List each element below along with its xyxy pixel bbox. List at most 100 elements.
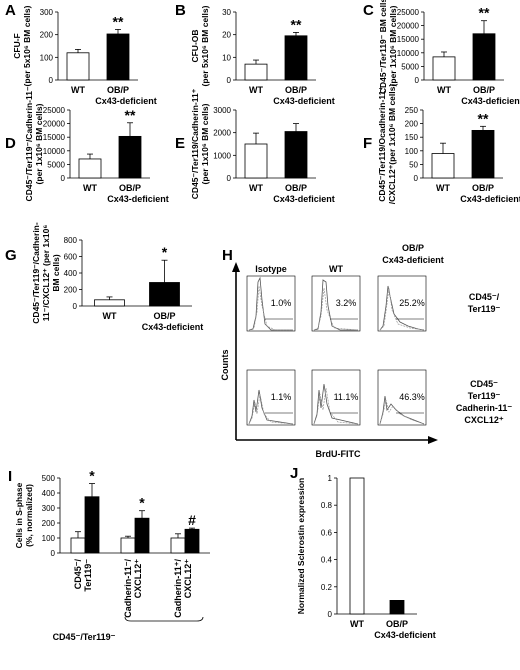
bar: [94, 299, 125, 307]
y-tick-label: 10000: [397, 49, 420, 58]
y-tick-label: 20: [222, 31, 231, 40]
y-axis-label: CD45⁻/Ter119/Cadherin-11⁺(per 1x10⁶ BM c…: [190, 88, 210, 199]
bar: [349, 477, 365, 615]
histogram-curve-isotype: [248, 285, 293, 331]
y-tick-label: 100: [42, 534, 56, 543]
chart-A: A 0 100 200 300 CFU-F(per 5x10⁶ BM cells) WT **…: [5, 2, 157, 106]
y-tick-label: 100: [40, 53, 54, 62]
histogram-curve-isotype: [313, 387, 359, 425]
y-tick-label: 3000: [213, 106, 231, 115]
flow-cytometry-panel: H Isotype WT OB/P Cx43-deficient Counts BrdU-F…: [220, 243, 512, 459]
category-label: Cx43-deficient: [460, 194, 520, 204]
category-label: WT: [103, 311, 117, 321]
y-tick-label: 500: [42, 474, 56, 483]
y-tick-label: 1: [328, 474, 333, 483]
category-label-line: CXCL12⁺: [183, 559, 193, 599]
bar: [184, 528, 200, 554]
y-tick-label: 100: [405, 147, 419, 156]
flow-row-label: Ter119⁻: [468, 391, 501, 401]
flow-column-label: Isotype: [255, 264, 287, 274]
category-label-line: Ter119⁻: [83, 559, 93, 592]
category-label: OB/P: [107, 85, 129, 95]
category-label-line: CD45⁻/: [73, 559, 83, 590]
bar: [106, 33, 130, 81]
category-label: Cx43-deficient: [461, 96, 520, 106]
y-axis-label-line: (per 1x10⁶ BM cells): [34, 103, 44, 184]
y-tick-label: 0: [415, 76, 420, 85]
flow-row-label: Ter119⁻: [468, 304, 501, 314]
flow-column-label: OB/P: [402, 243, 424, 253]
y-tick-label: 200: [40, 31, 54, 40]
category-label: OB/P: [153, 311, 175, 321]
category-label-line: Cadherin-11⁻/: [123, 559, 133, 618]
y-tick-label: 300: [42, 504, 56, 513]
histogram-frame: [311, 275, 361, 332]
y-axis-label-line: 11⁻/CXCL12⁺ (per 1x10⁶: [41, 225, 51, 322]
category-label: Cx43-deficient: [273, 96, 335, 106]
bar: [389, 600, 405, 615]
y-axis-label-line: CD45⁻/Ter119/Cadherin-11⁺: [190, 88, 200, 199]
y-tick-label: 0.6: [321, 528, 333, 537]
panel-label: G: [5, 247, 17, 264]
histogram-curve-isotype: [379, 287, 425, 331]
y-axis-label-line: (per 1x10⁶ BM cells): [200, 103, 210, 184]
y-tick-label: 1000: [213, 151, 231, 160]
bar: [244, 63, 268, 81]
counts-axis-label: Counts: [220, 350, 230, 381]
y-tick-label: 0: [227, 76, 232, 85]
y-tick-label: 400: [64, 269, 78, 278]
gate-percentage: 46.3%: [399, 392, 425, 402]
bar: [66, 52, 90, 81]
category-label: WT: [71, 85, 85, 95]
brdu-axis-label: BrdU-FITC: [316, 449, 361, 459]
y-tick-label: 5000: [401, 62, 419, 71]
category-label-line: CXCL12⁺: [133, 559, 143, 599]
histogram-curve: [379, 285, 425, 331]
category-label-line: Cadherin-11⁺/: [173, 559, 183, 618]
y-tick-label: 250: [405, 106, 419, 115]
category-label: OB/P: [285, 183, 307, 193]
category-label: Cadherin-11⁻/CXCL12⁺: [123, 559, 143, 618]
y-tick-label: 10: [222, 53, 231, 62]
y-axis-label-line: CD45⁻/Ter119/Ocadherin-11⁺: [377, 86, 387, 202]
category-label: WT: [350, 619, 364, 629]
y-axis-label-line: BM cells): [51, 254, 61, 291]
significance-marker: **: [478, 110, 489, 126]
histogram-curve: [248, 276, 293, 331]
bar: [471, 129, 495, 179]
category-label: WT: [249, 183, 263, 193]
y-tick-label: 0: [49, 76, 54, 85]
histogram-frame: [377, 275, 427, 332]
histogram-frame: [311, 369, 361, 426]
histogram-frame: [246, 275, 296, 332]
chart-B: B 0 10 20 30 CFU-OB(per 5x10⁶ BM cells) WT ** OB…: [175, 2, 335, 106]
bar: [284, 131, 308, 179]
y-axis-label-line: (per 5x10⁶ BM cells): [200, 5, 210, 86]
category-label: WT: [83, 183, 97, 193]
flow-row-label: CD45⁻/: [469, 292, 500, 302]
category-label: Cx43-deficient: [107, 194, 169, 204]
category-label: CD45⁻/Ter119⁻: [73, 559, 93, 592]
y-axis-label-line: CD45⁻/Ter119⁻ BM cells: [378, 0, 388, 94]
group-label: CD45⁻/Ter119⁻: [53, 632, 116, 642]
flow-column-label: Cx43-deficient: [382, 255, 444, 265]
panel-label: B: [175, 2, 186, 19]
flow-row-label: CD45⁻: [470, 379, 498, 389]
gate-percentage: 1.1%: [271, 392, 292, 402]
y-axis-label-line: Normalized Sclerostin expression: [296, 478, 306, 615]
bar: [284, 35, 308, 81]
y-tick-label: 20000: [397, 22, 420, 31]
category-label: Cx43-deficient: [95, 96, 157, 106]
gate-percentage: 3.2%: [336, 298, 357, 308]
gate-percentage: 25.2%: [399, 298, 425, 308]
panel-label: A: [5, 2, 16, 19]
chart-J: J 0 0.2 0.4 0.6 0.8 1 Normalized Sclerostin exp…: [290, 465, 436, 640]
y-axis-label: CFU-OB(per 5x10⁶ BM cells): [190, 5, 210, 86]
y-axis-label-line: (per 5x10⁶ BM cells): [22, 5, 32, 86]
y-tick-label: 10000: [43, 147, 66, 156]
bar: [84, 496, 100, 554]
category-label: WT: [437, 85, 451, 95]
category-label: Cx43-deficient: [374, 630, 436, 640]
y-tick-label: 0: [73, 302, 78, 311]
